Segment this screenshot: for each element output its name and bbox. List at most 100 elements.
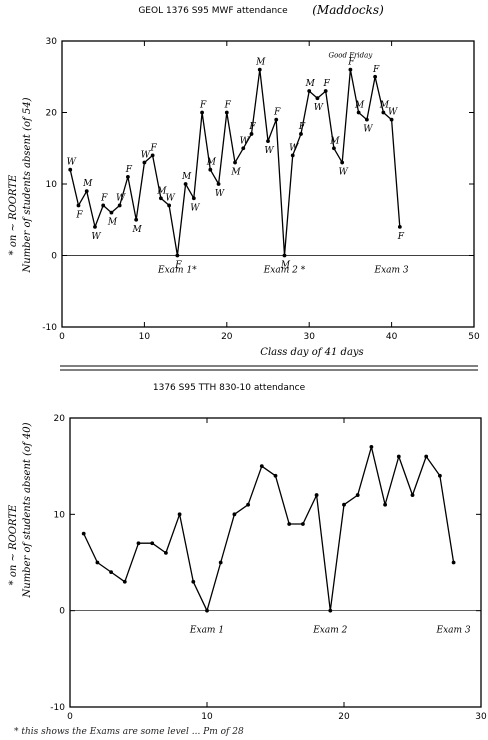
chart1-day-label: W [314, 103, 324, 113]
chart1-data-point [266, 139, 270, 144]
chart1-data-point [389, 117, 394, 122]
chart1-data-point [76, 203, 81, 208]
chart1-data-point [191, 196, 196, 201]
chart1-day-label: F [347, 58, 355, 68]
chart2-data-point [424, 454, 429, 459]
chart2-ylabel: Number of students absent (of 40) [22, 422, 33, 598]
chart2-annotation: Exam 2 [312, 626, 347, 636]
chart2-data-point [328, 608, 333, 613]
chart2-data-point [355, 493, 360, 497]
chart2-x-tick-label: 10 [201, 712, 213, 722]
chart1-data-point [340, 160, 345, 165]
chart2-data-point [191, 579, 196, 584]
chart1-data-point [200, 110, 204, 115]
chart1-day-label: M [255, 58, 266, 68]
chart1-data-point [175, 253, 180, 258]
chart1-day-label: F [125, 165, 133, 175]
chart1-day-label: M [280, 261, 291, 271]
chart2-data-point [122, 579, 127, 584]
chart1-data-point [134, 217, 139, 222]
chart1-data-point [208, 167, 213, 172]
chart1-day-label: F [397, 232, 405, 242]
chart1-data-point [356, 110, 361, 115]
chart1-data-point [126, 174, 130, 179]
chart1-y-tick-label: 30 [46, 37, 58, 47]
chart2-data-point [383, 502, 387, 507]
chart2-data-point [342, 502, 346, 507]
chart1-data-point [241, 146, 246, 151]
chart1-day-label: W [339, 168, 349, 178]
chart1-day-label: W [264, 146, 274, 156]
chart1-data-point [93, 225, 97, 229]
chart1-ylabel-note: * on ~ ROORTE [8, 174, 19, 255]
chart1-data-point [332, 146, 336, 151]
chart2-data-point [273, 473, 278, 478]
chart2-ylabel-note: * on ~ ROORTE [8, 504, 19, 585]
chart1-day-label: M [107, 218, 118, 228]
chart1-data-point [307, 89, 312, 93]
chart1-annotation: Good Friday [329, 52, 374, 60]
chart2-annotation: Exam 3 [436, 626, 471, 636]
chart1-data-point [216, 182, 221, 186]
chart1-data-point [257, 67, 262, 72]
chart1-data-point [290, 153, 295, 158]
chart1-data-point [249, 132, 254, 136]
chart1-day-label: W [116, 193, 126, 203]
chart2-series-line [83, 446, 455, 612]
chart1-day-label: F [224, 101, 232, 111]
chart1-title: GEOL 1376 S95 MWF attendance [138, 6, 288, 16]
chart2-data-point [369, 445, 374, 449]
chart1-data-point [224, 110, 229, 115]
chart1-day-label: W [388, 108, 398, 118]
chart1-x-tick-label: 30 [303, 332, 315, 342]
chart1-day-label: W [91, 232, 101, 242]
chart1-day-label: M [305, 79, 316, 89]
chart1-day-label: F [199, 101, 207, 111]
chart1-day-label: M [329, 136, 340, 146]
chart1-day-label: F [174, 261, 182, 271]
chart1-day-label: M [181, 172, 192, 182]
chart1-day-label: F [248, 122, 256, 132]
chart1-day-label: M [82, 179, 93, 189]
chart2-x-tick-label: 30 [475, 712, 487, 722]
chart1-y-tick-label: 10 [46, 180, 58, 190]
chart1-data-point [299, 132, 303, 136]
chart1-marks: WFMWFMWFMWFMWFMWFMWFMWFMWFMWFMWFMWFMWFMW… [67, 52, 409, 276]
chart2-data-point [81, 531, 86, 536]
chart1-day-label: W [240, 136, 250, 146]
footer-note: * this shows the Exams are some level ..… [14, 727, 244, 737]
chart1-x-tick-label: 50 [468, 332, 480, 342]
chart1-day-label: W [215, 189, 225, 199]
chart1-xlabel: Class day of 41 days [260, 347, 363, 358]
chart1-day-label: M [379, 101, 390, 111]
chart2-data-point [136, 541, 141, 546]
chart1-day-label: M [354, 101, 365, 111]
chart1-data-point [84, 189, 89, 194]
chart2-data-point [164, 550, 168, 555]
chart1-x-tick-label: 20 [221, 332, 233, 342]
chart1-data-point [158, 196, 163, 201]
chart1-ylabel: Number of students absent (of 54) [22, 97, 33, 273]
chart1-data-point [68, 167, 73, 172]
chart2-y-tick-label: 20 [54, 414, 66, 424]
chart1-annotation: Exam 1* [157, 266, 197, 276]
chart2-data-point [410, 493, 415, 497]
chart1-day-label: W [67, 158, 77, 168]
chart2-x-tick-label: 0 [67, 712, 73, 722]
chart2-data-point [95, 560, 100, 565]
chart2-annotation: Exam 1 [189, 626, 224, 636]
chart1-day-label: F [150, 143, 158, 153]
chart1-x-tick-label: 10 [139, 332, 151, 342]
chart1-y-tick-label: 20 [46, 109, 58, 119]
chart1-x-tick-label: 40 [386, 332, 398, 342]
chart1-y-tick-label: -10 [42, 323, 57, 333]
chart1-data-point [282, 253, 287, 258]
chart2-y-tick-label: -10 [50, 703, 65, 713]
chart2-marks: Exam 1 Exam 2 Exam 3 [81, 445, 471, 636]
chart2-title: 1376 S95 TTH 830-10 attendance [153, 383, 306, 393]
chart1-day-label: F [100, 193, 108, 203]
chart1-data-point [397, 225, 402, 229]
chart1-day-label: M [230, 168, 241, 178]
